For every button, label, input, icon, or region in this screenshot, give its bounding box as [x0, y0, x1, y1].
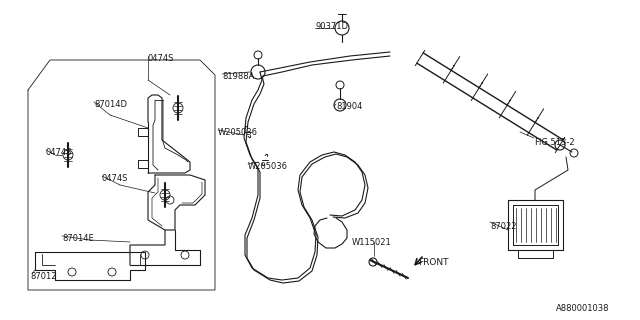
- Text: 0474S: 0474S: [148, 54, 174, 63]
- Text: 81988A: 81988A: [222, 72, 254, 81]
- Text: 87014D: 87014D: [94, 100, 127, 109]
- Text: 87012: 87012: [30, 272, 56, 281]
- Text: 0474S: 0474S: [46, 148, 72, 157]
- Text: 87022: 87022: [490, 222, 516, 231]
- Text: 90371D: 90371D: [315, 22, 348, 31]
- Text: W205036: W205036: [218, 128, 258, 137]
- Text: FIG.513-2: FIG.513-2: [534, 138, 575, 147]
- Text: W205036: W205036: [248, 162, 288, 171]
- Text: FRONT: FRONT: [418, 258, 449, 267]
- Text: 87014E: 87014E: [62, 234, 93, 243]
- Text: A880001038: A880001038: [556, 304, 609, 313]
- Text: W115021: W115021: [352, 238, 392, 247]
- Text: 0474S: 0474S: [102, 174, 129, 183]
- Text: 81904: 81904: [336, 102, 362, 111]
